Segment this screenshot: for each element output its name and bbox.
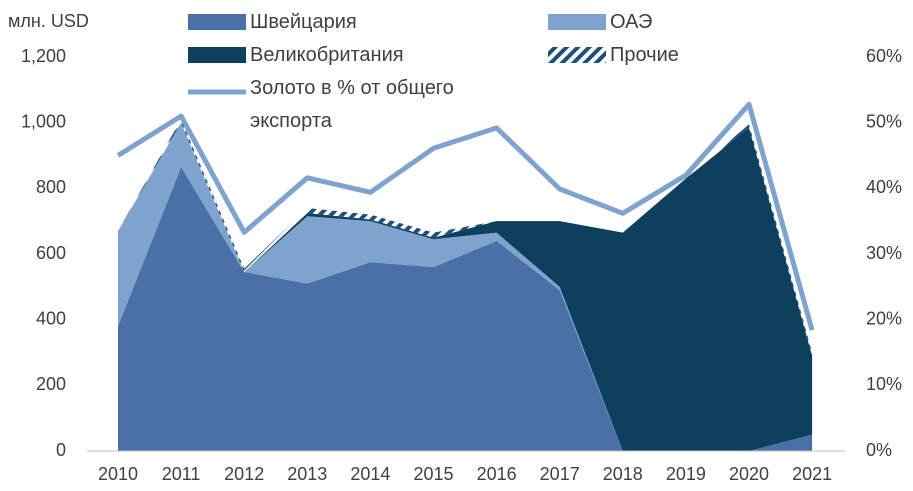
x-tick-label: 2018 [603, 464, 643, 484]
area [118, 122, 813, 452]
legend-swatch [188, 14, 246, 30]
legend-label: ОАЭ [610, 11, 653, 33]
y-tick-label: 600 [36, 243, 66, 263]
legend-swatch [548, 47, 606, 63]
legend-swatch [548, 14, 606, 30]
y2-tick-label: 20% [866, 308, 902, 328]
legend-label: Золото в % от общего экспорта [250, 77, 454, 132]
x-tick-label: 2010 [98, 464, 138, 484]
y2-tick-label: 60% [866, 46, 902, 66]
legend-label: Великобритания [250, 44, 404, 66]
y-tick-label: 0 [56, 440, 66, 460]
x-tick-label: 2013 [287, 464, 327, 484]
line [116, 101, 815, 331]
legend-label: Швейцария [250, 11, 357, 33]
y2-tick-label: 40% [866, 177, 902, 197]
y-tick-label: 400 [36, 308, 66, 328]
y-tick-label: 1,000 [21, 111, 66, 131]
legend-label: Прочие [610, 44, 679, 66]
x-tick-label: 2019 [666, 464, 706, 484]
y2-tick-label: 10% [866, 374, 902, 394]
x-tick-label: 2017 [540, 464, 580, 484]
y-tick-label: 200 [36, 374, 66, 394]
y-axis-label: млн. USD [8, 11, 89, 31]
x-tick-label: 2020 [729, 464, 769, 484]
y-tick-label: 1,200 [21, 46, 66, 66]
x-tick-label: 2021 [792, 464, 832, 484]
y2-tick-label: 50% [866, 111, 902, 131]
x-tick-label: 2012 [224, 464, 264, 484]
area [118, 166, 813, 451]
x-tick-label: 2014 [350, 464, 390, 484]
y2-tick-label: 30% [866, 243, 902, 263]
y-tick-label: 800 [36, 177, 66, 197]
x-tick-label: 2015 [413, 464, 453, 484]
legend-swatch [188, 47, 246, 63]
area [118, 122, 813, 452]
x-tick-label: 2011 [162, 464, 201, 484]
y2-tick-label: 0% [866, 440, 892, 460]
x-tick-label: 2016 [477, 464, 517, 484]
